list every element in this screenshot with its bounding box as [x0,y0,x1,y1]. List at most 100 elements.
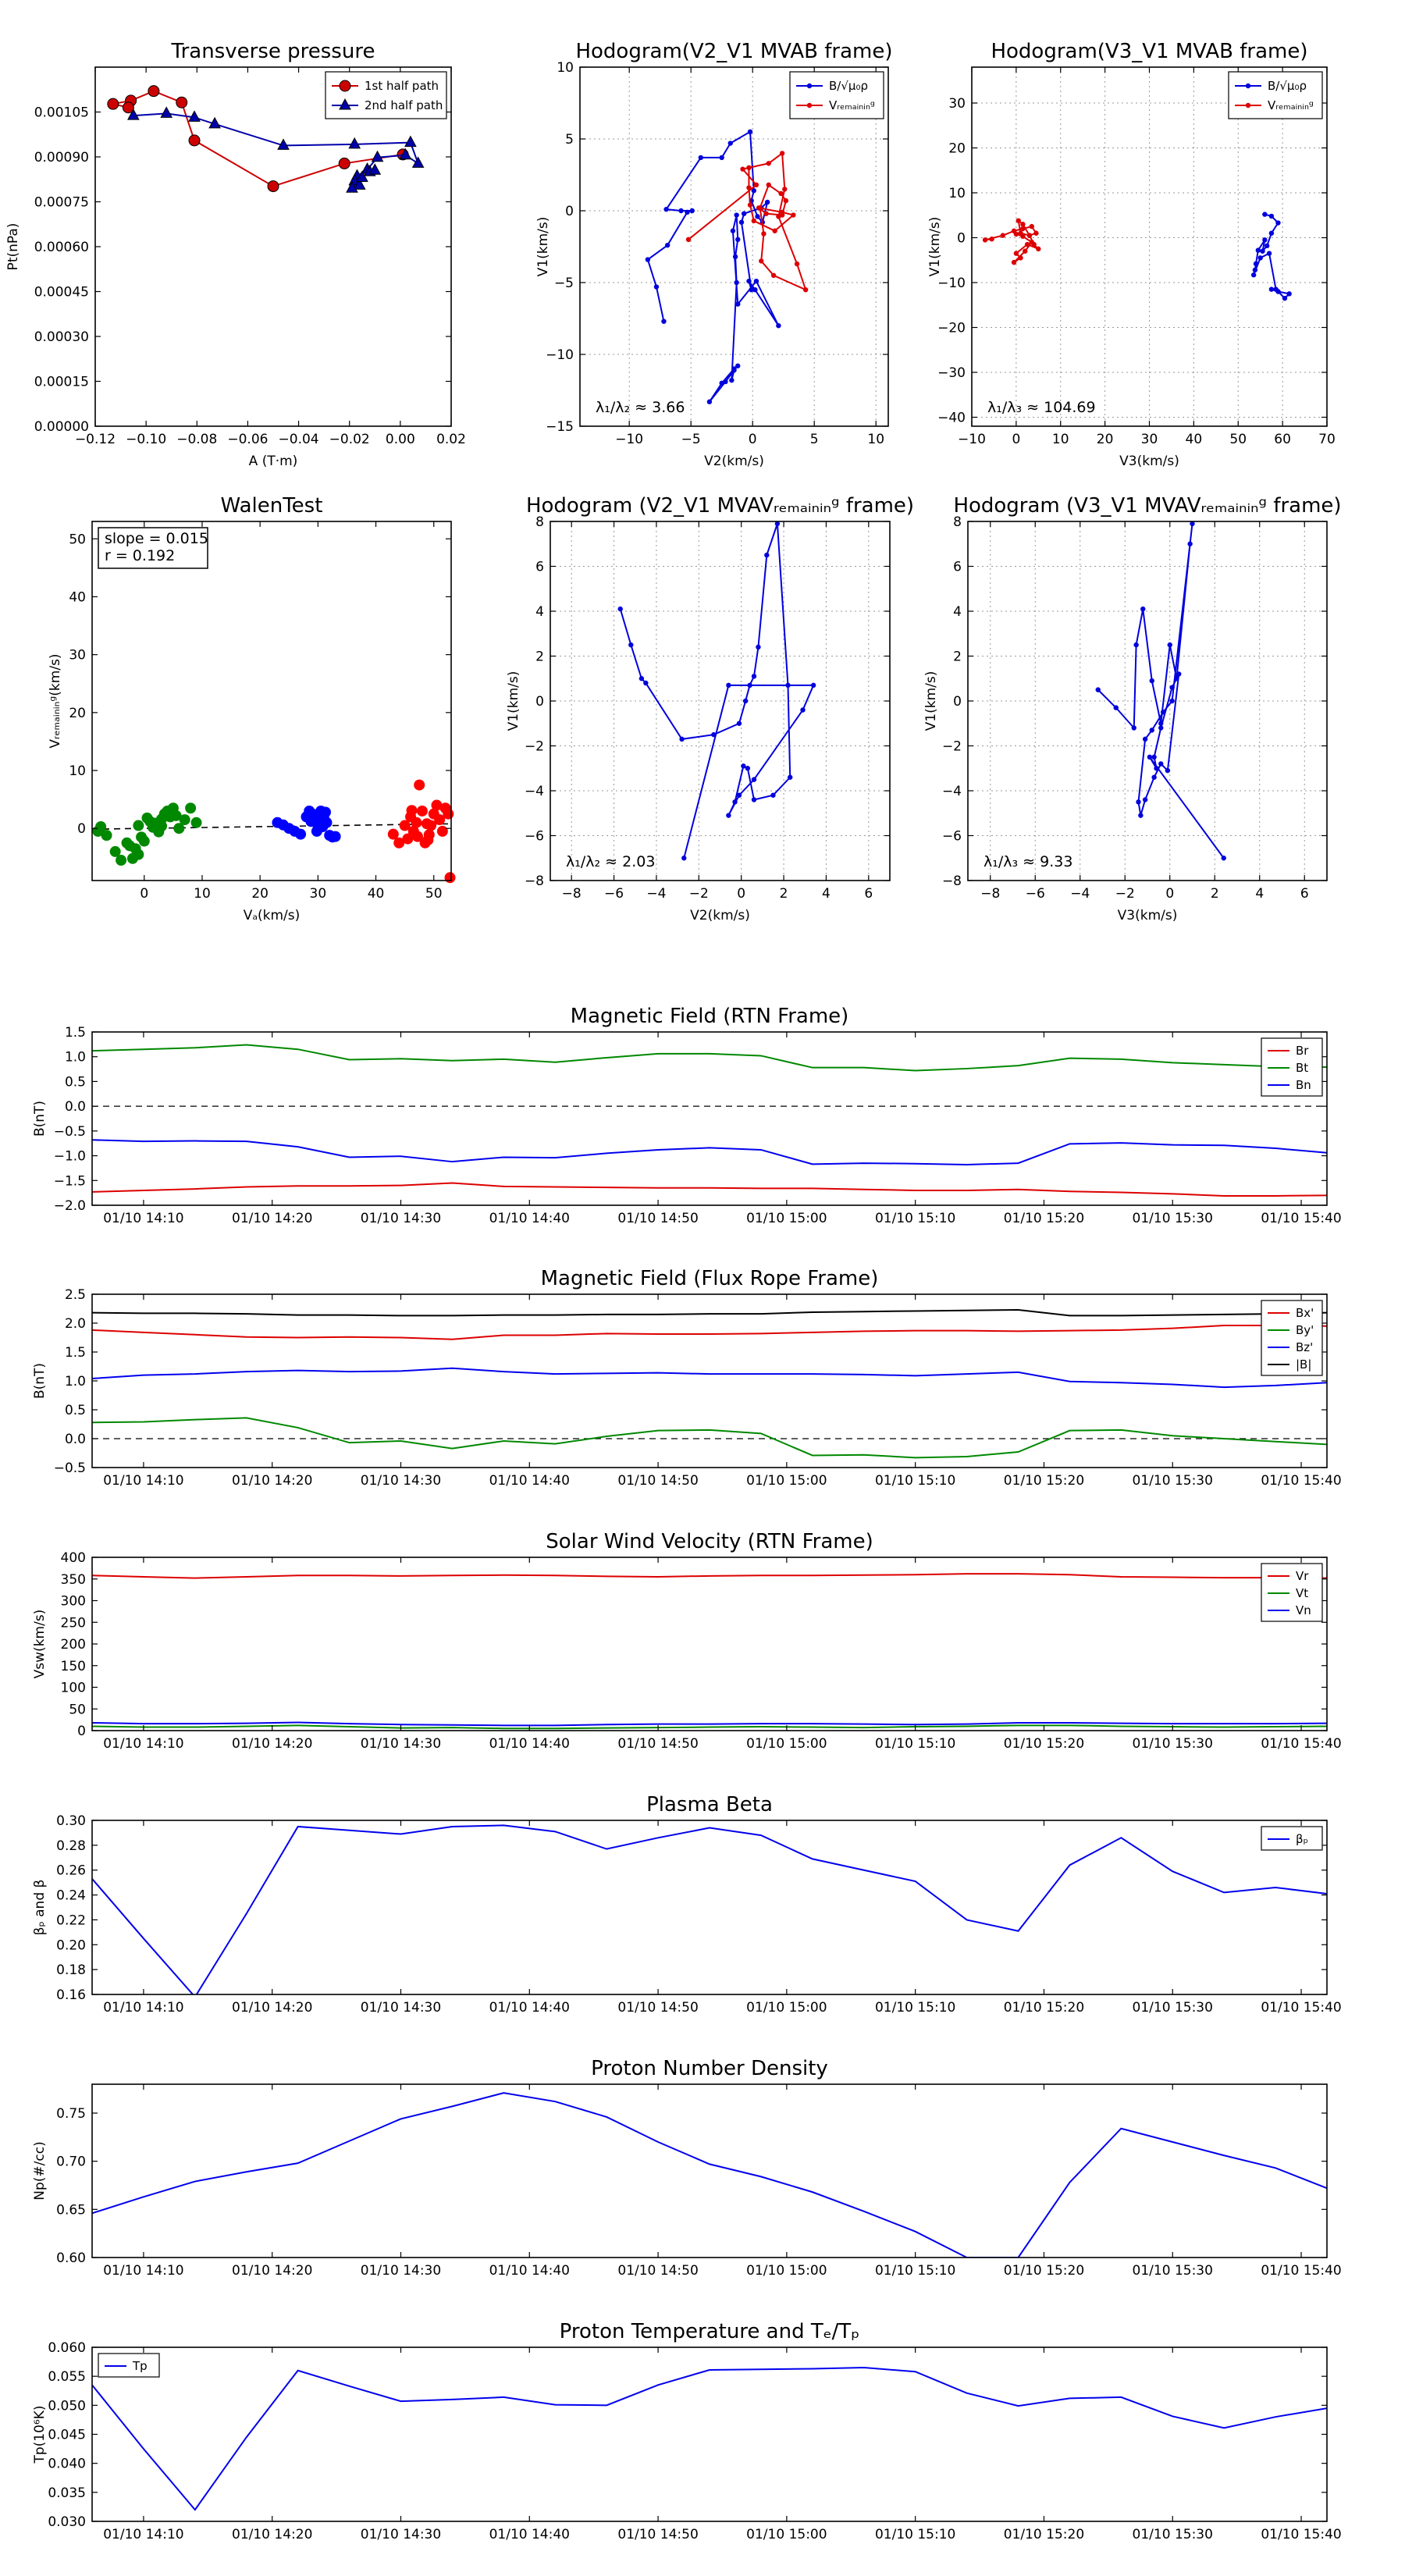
data-point [179,814,190,826]
y-axis-label: βₚ and β [32,1880,48,1936]
x-axis-label: A (T·m) [249,454,298,469]
x-tick-label: −4 [646,886,666,902]
data-point [406,805,418,817]
data-point [734,212,739,218]
y-tick-label: 20 [69,706,86,721]
x-tick-label: 01/10 15:20 [1004,2527,1084,2542]
data-point [706,399,713,404]
data-point [794,261,800,267]
stats-text: slope = 0.015 [105,530,208,547]
x-tick-label: 01/10 14:50 [617,1211,698,1226]
data-point [1176,671,1182,677]
y-tick-label: 1.5 [65,1345,86,1361]
data-point [770,792,776,798]
data-point [774,521,781,527]
y-tick-label: −30 [937,365,966,381]
data-point [1149,678,1154,684]
x-tick-label: 01/10 14:20 [232,1211,312,1226]
series-line [92,1182,1327,1197]
data-point [764,199,770,205]
data-point [747,682,752,688]
y-axis-label: V1(km/s) [923,671,939,731]
chart-plasma_beta: 01/10 14:10 01/10 14:20 01/10 14:30 01/10 1… [32,1793,1342,2016]
y-axis-label: Vsw(km/s) [32,1610,48,1679]
data-point [399,148,412,160]
y-tick-label: 0.030 [48,2514,86,2530]
data-point [122,101,134,114]
x-tick-label: 01/10 14:40 [489,1211,570,1226]
plot-frame [91,1557,1328,1731]
x-tick-label: 01/10 14:20 [232,2527,312,2542]
data-point [735,301,741,307]
x-tick-label: 5 [810,432,819,447]
y-tick-label: 0.00105 [34,105,89,121]
data-point [436,825,448,837]
y-tick-label: −0.5 [54,1124,86,1140]
plot-frame [91,1293,1328,1468]
data-point [766,182,771,188]
data-point [170,809,182,821]
data-point [741,763,746,769]
x-tick-label: 01/10 14:10 [103,2000,183,2016]
data-point [751,777,757,782]
x-tick-label: −2 [1115,886,1135,902]
data-point [1250,272,1257,278]
x-tick-label: 01/10 14:50 [617,2000,698,2016]
legend-label: Tp [132,2359,148,2373]
y-tick-label: 40 [69,589,86,605]
y-tick-label: 0.0 [65,1099,86,1115]
x-tick-label: 01/10 14:40 [489,1736,570,1752]
x-tick-label: 10 [867,432,884,447]
data-point [173,823,185,834]
y-tick-label: 0.22 [56,1912,86,1928]
data-point [678,208,684,214]
eigenvalue-ratio: λ₁/λ₃ ≈ 9.33 [984,853,1072,870]
data-point [711,731,717,738]
data-point [756,644,761,650]
y-tick-label: 0.00075 [34,195,89,211]
y-tick-label: 2.5 [65,1287,86,1303]
y-tick-label: 50 [69,1702,86,1717]
x-tick-label: −4 [1070,886,1090,902]
y-tick-label: 4 [953,604,962,620]
data-point [127,109,140,120]
x-tick-label: 01/10 15:40 [1261,1473,1341,1489]
y-tick-label: 0.26 [56,1863,86,1879]
x-tick-label: −0.04 [279,432,319,447]
series-line [92,1824,1327,1994]
data-point [1095,687,1101,692]
x-tick-label: 01/10 15:30 [1133,1473,1213,1489]
series-named [107,85,409,193]
data-point [779,209,785,215]
data-point [751,674,757,679]
y-tick-label: −10 [937,276,966,291]
series-line [92,1308,1327,1317]
data-point [753,278,759,284]
series-line [92,1721,1327,1727]
plot-frame [91,521,452,881]
y-axis-label: Vᵣₑₘₐᵢₙᵢₙᵍ(km/s) [48,653,63,748]
x-tick-label: 0 [749,432,757,447]
x-tick-label: −8 [980,886,1000,902]
series-line [92,1573,1327,1579]
data-point [726,813,731,818]
data-point [779,151,785,156]
data-point [1245,83,1251,89]
data-point [698,155,704,161]
data-point [742,698,749,704]
y-tick-label: 350 [61,1572,86,1588]
y-tick-label: 200 [61,1637,86,1653]
y-tick-label: 250 [61,1615,86,1631]
y-tick-label: −10 [546,347,574,363]
data-point [791,212,796,218]
y-axis-label: Np(#/cc) [32,2141,48,2200]
y-tick-label: −2 [525,739,544,755]
data-point [1000,233,1006,238]
data-point [116,855,127,866]
data-point [353,178,366,190]
data-point [148,85,160,98]
legend-label: |B| [1296,1357,1311,1372]
y-tick-label: 0.70 [56,2154,86,2170]
y-tick-label: 0.045 [48,2428,86,2443]
